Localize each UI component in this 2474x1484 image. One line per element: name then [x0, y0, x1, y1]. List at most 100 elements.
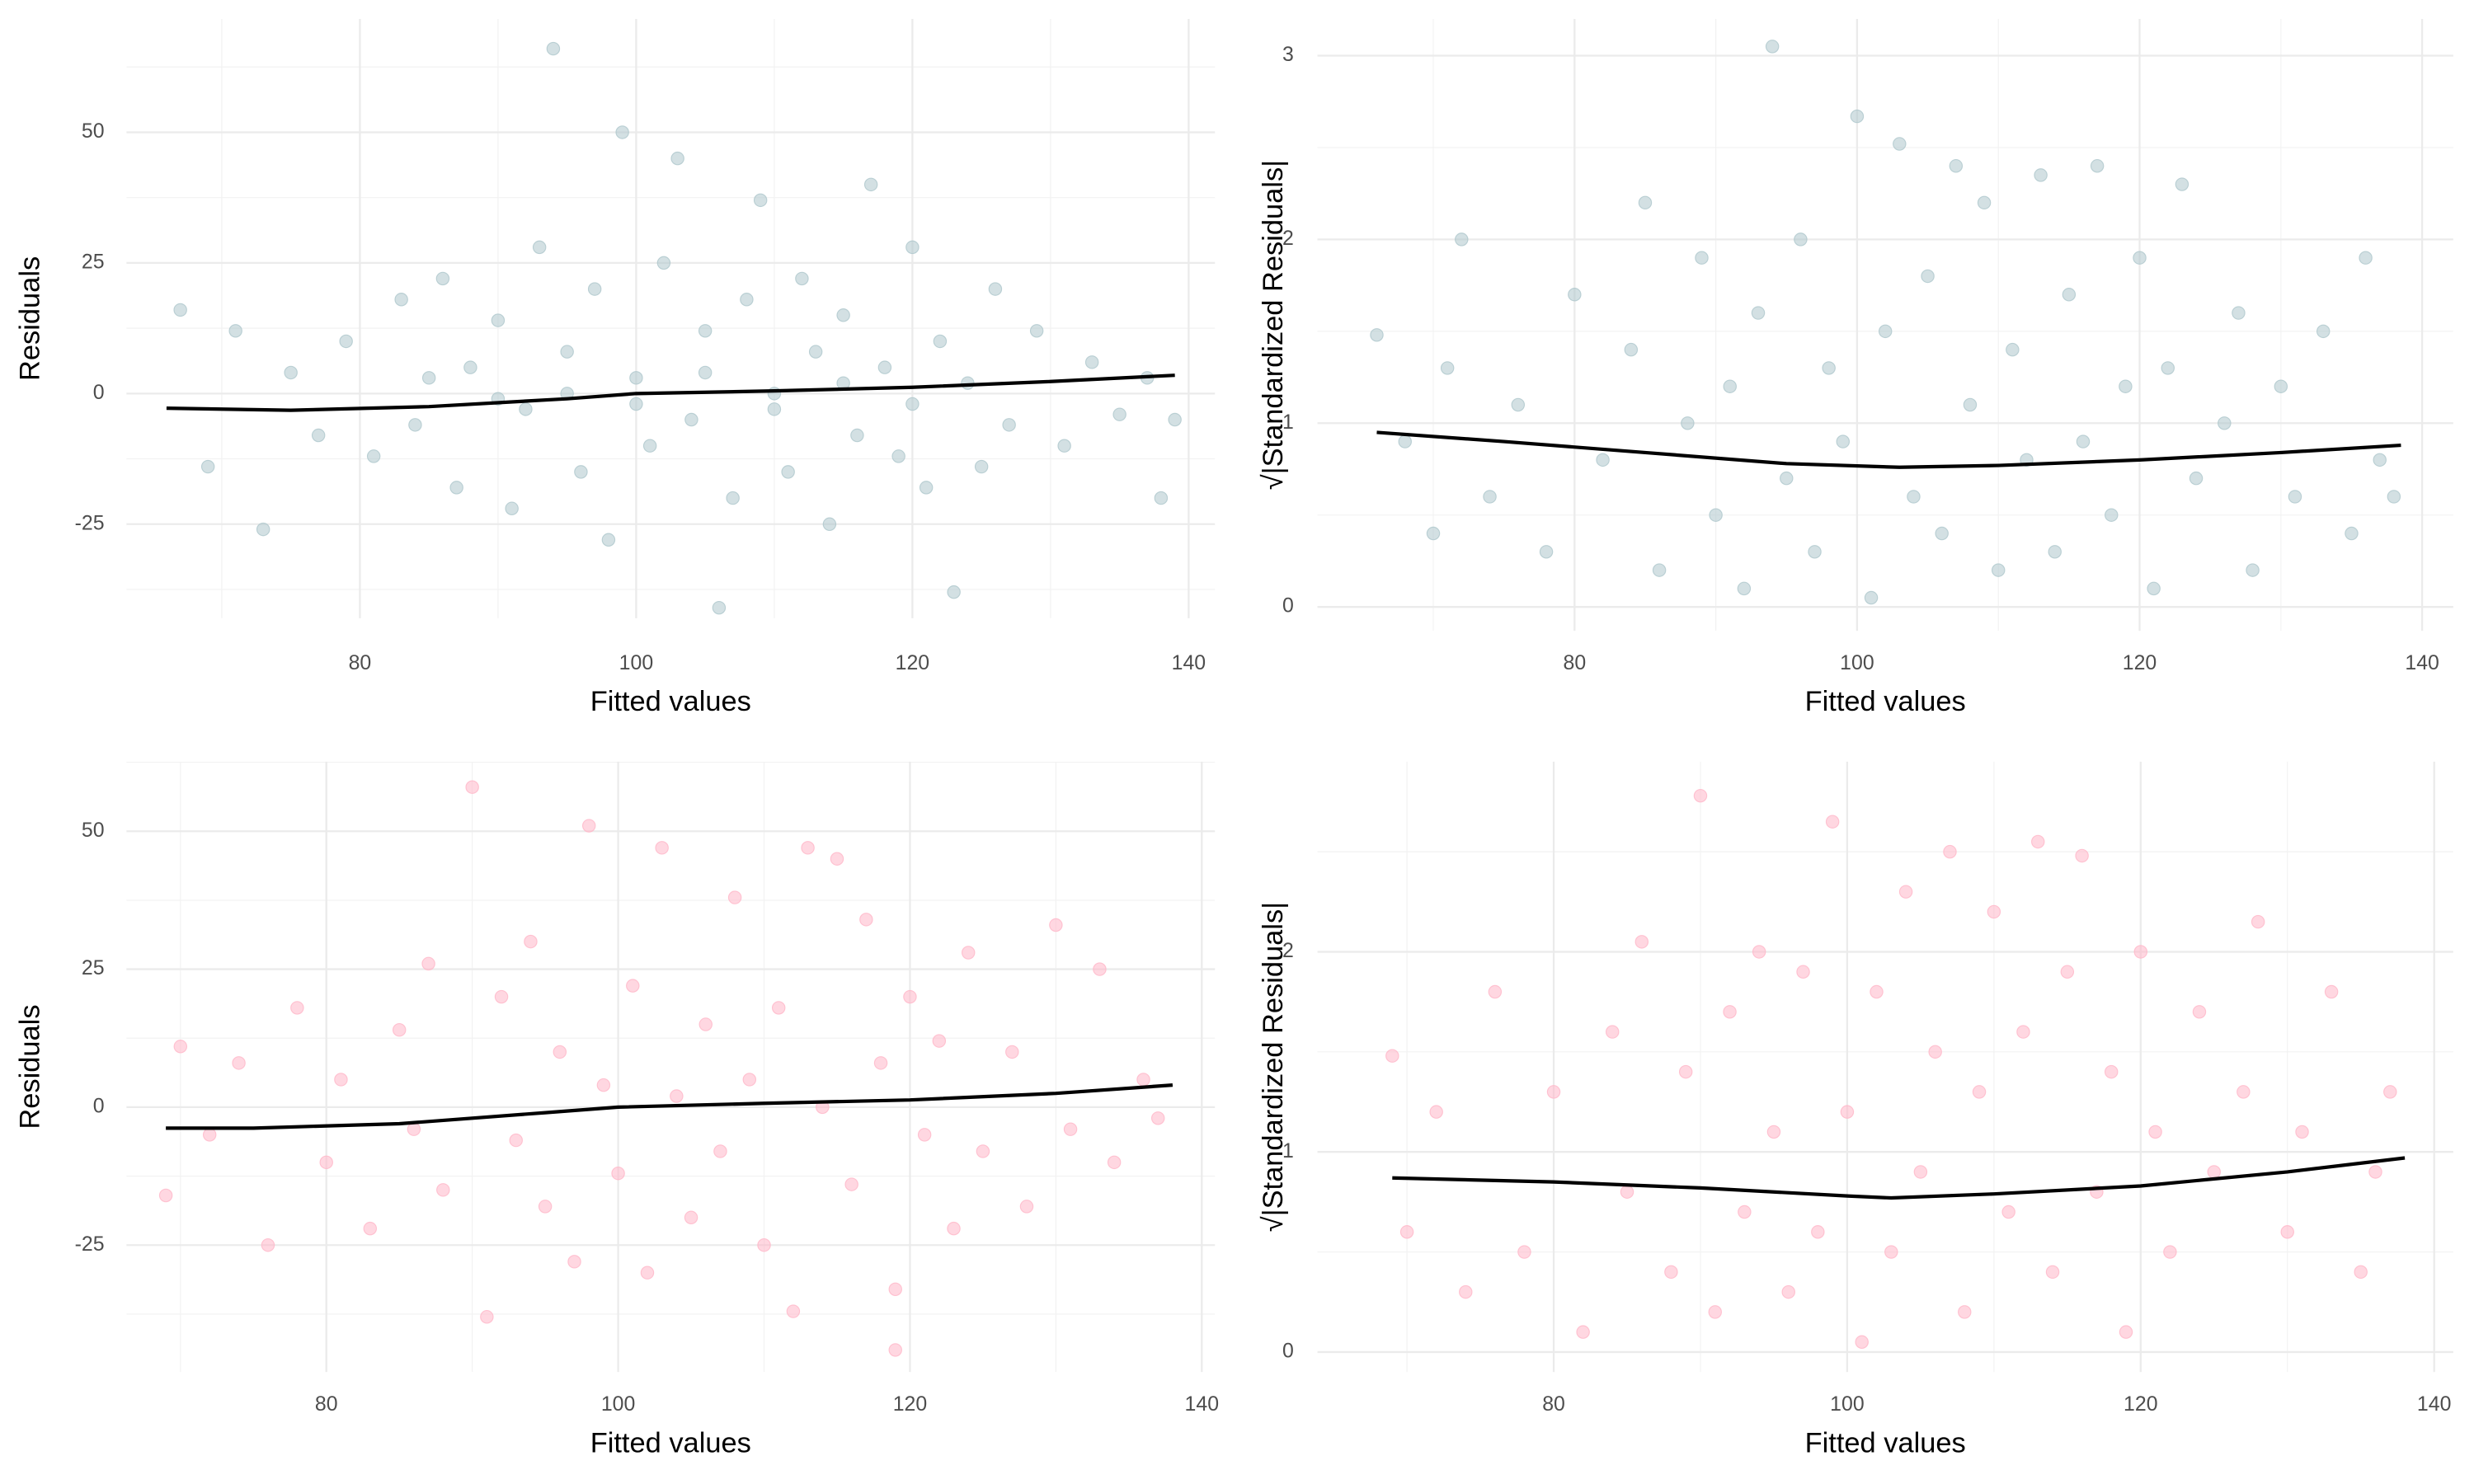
point	[1483, 490, 1497, 504]
point	[505, 501, 519, 515]
point	[2316, 324, 2331, 339]
point	[202, 1128, 217, 1142]
point	[2062, 288, 2077, 302]
point	[2288, 490, 2302, 504]
point	[1836, 434, 1851, 448]
point	[1596, 453, 1610, 467]
point	[905, 240, 920, 255]
point	[509, 1133, 523, 1148]
point	[2016, 1025, 2030, 1039]
point	[465, 780, 479, 794]
point	[1624, 342, 1639, 357]
point	[1949, 159, 1964, 173]
point	[932, 1034, 947, 1048]
point	[2133, 945, 2148, 959]
y-axis-title: Residuals	[15, 1004, 46, 1129]
x-tick-label: 100	[619, 651, 653, 674]
point	[1822, 361, 1836, 375]
point	[546, 41, 561, 56]
point	[2045, 1265, 2060, 1280]
point	[2274, 379, 2288, 393]
panel: 80 100 120 140 0 1 2 Fitted values √|Standardize…	[1258, 761, 2453, 1458]
point	[1029, 324, 1044, 338]
point	[311, 428, 326, 443]
x-tick-label: 140	[2417, 1392, 2451, 1416]
point	[1987, 904, 2001, 919]
point	[319, 1155, 333, 1170]
point	[2090, 159, 2105, 173]
x-tick-label: 140	[2405, 651, 2439, 674]
point	[1455, 232, 1469, 247]
point	[2034, 168, 2048, 182]
point	[1864, 590, 1879, 605]
y-tick-label: 0	[1282, 594, 1294, 618]
point	[435, 271, 450, 286]
point	[2236, 1085, 2251, 1099]
y-axis-title: Residuals	[15, 256, 46, 381]
point	[1150, 1111, 1165, 1125]
point	[2387, 490, 2401, 504]
point	[1808, 545, 1822, 559]
point	[1884, 1245, 1898, 1259]
x-tick-label: 100	[1840, 651, 1874, 674]
point	[1511, 397, 1526, 412]
y-axis-title: √|Standardized Residuals|	[1258, 902, 1289, 1232]
point	[1963, 397, 1978, 412]
point	[2163, 1245, 2177, 1259]
point	[421, 371, 436, 385]
point	[1893, 137, 1907, 151]
point	[1002, 418, 1016, 432]
point	[877, 360, 892, 374]
smooth-line	[1376, 430, 2401, 469]
point	[626, 979, 640, 993]
x-tick-label: 120	[893, 1392, 927, 1416]
point	[232, 1056, 246, 1070]
point	[436, 1183, 450, 1197]
point	[670, 151, 684, 166]
point	[757, 1238, 771, 1252]
point	[421, 956, 435, 971]
point	[1958, 1305, 1972, 1319]
point	[1738, 1205, 1752, 1219]
point	[1870, 984, 1884, 999]
point	[173, 1040, 188, 1054]
point	[1057, 439, 1071, 453]
point	[480, 1310, 494, 1324]
point	[670, 1089, 684, 1103]
point	[767, 402, 782, 416]
point	[863, 177, 878, 192]
point	[567, 1255, 581, 1269]
point	[1154, 491, 1169, 505]
point	[581, 819, 596, 833]
x-axis-title: Fitted values	[590, 1427, 751, 1458]
point	[532, 240, 547, 255]
y-tick-label: 1	[1282, 1139, 1294, 1162]
point	[339, 334, 353, 349]
point	[2373, 453, 2387, 467]
point	[2359, 251, 2373, 265]
point	[771, 1001, 786, 1015]
point	[256, 522, 270, 537]
point	[1935, 526, 1949, 541]
point	[2207, 1165, 2221, 1179]
point	[200, 459, 215, 474]
y-tick-label: -25	[75, 511, 105, 534]
point	[1781, 1284, 1795, 1299]
point	[524, 934, 538, 949]
panel: 80 100 120 140 -25 0 25 50 Fitted values Residual…	[15, 18, 1216, 717]
point	[601, 533, 616, 547]
point	[2368, 1165, 2382, 1179]
point	[1093, 962, 1107, 976]
point	[740, 293, 754, 307]
point	[1992, 563, 2006, 577]
point	[698, 324, 713, 338]
point	[1107, 1155, 1122, 1170]
y-tick-label: 2	[1282, 227, 1294, 250]
y-tick-label: 2	[1282, 939, 1294, 962]
point	[836, 308, 850, 322]
point	[786, 1304, 801, 1318]
point	[1928, 1045, 1942, 1059]
point	[947, 585, 961, 599]
point	[712, 600, 727, 615]
